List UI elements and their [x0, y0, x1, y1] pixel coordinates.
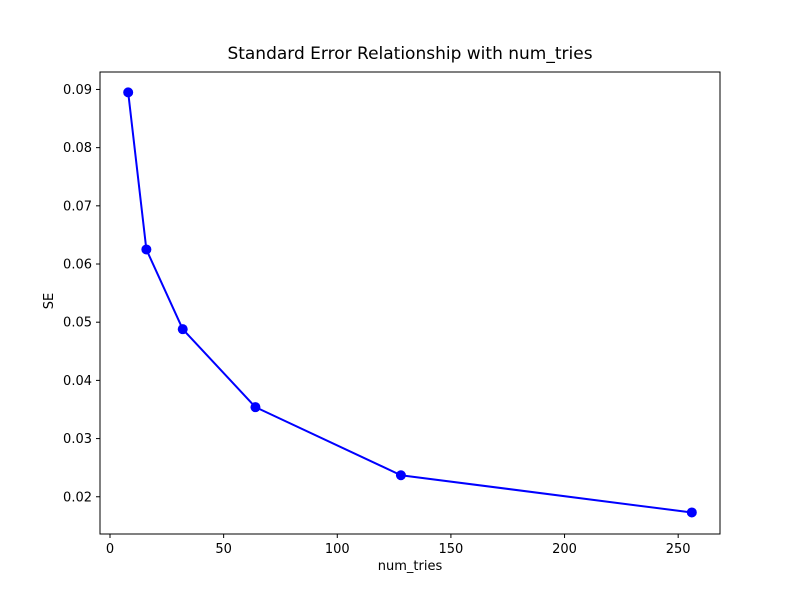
- y-tick-label: 0.06: [63, 258, 92, 273]
- y-tick-label: 0.04: [63, 374, 92, 389]
- data-point: [123, 87, 134, 98]
- y-axis-label: SE: [41, 292, 57, 310]
- y-tick-label: 0.07: [63, 199, 92, 214]
- y-tick-label: 0.05: [63, 316, 92, 331]
- y-tick-label: 0.08: [63, 141, 92, 156]
- data-point: [141, 244, 152, 255]
- y-tick-label: 0.09: [63, 83, 92, 98]
- y-tick-label: 0.03: [63, 432, 92, 447]
- data-point: [177, 324, 188, 335]
- x-axis-label: num_tries: [377, 559, 443, 574]
- data-point: [250, 402, 261, 413]
- x-tick-label: 150: [438, 542, 463, 557]
- x-tick-label: 100: [325, 542, 350, 557]
- x-tick-label: 250: [666, 542, 691, 557]
- x-tick-label: 200: [552, 542, 577, 557]
- data-point: [395, 470, 406, 481]
- chart-title: Standard Error Relationship with num_tri…: [227, 44, 593, 64]
- x-tick-label: 50: [215, 542, 232, 557]
- x-tick-label: 0: [106, 542, 114, 557]
- axes-frame: [99, 71, 721, 535]
- data-line: [127, 91, 693, 514]
- data-point: [686, 507, 697, 518]
- y-tick-label: 0.02: [63, 490, 92, 505]
